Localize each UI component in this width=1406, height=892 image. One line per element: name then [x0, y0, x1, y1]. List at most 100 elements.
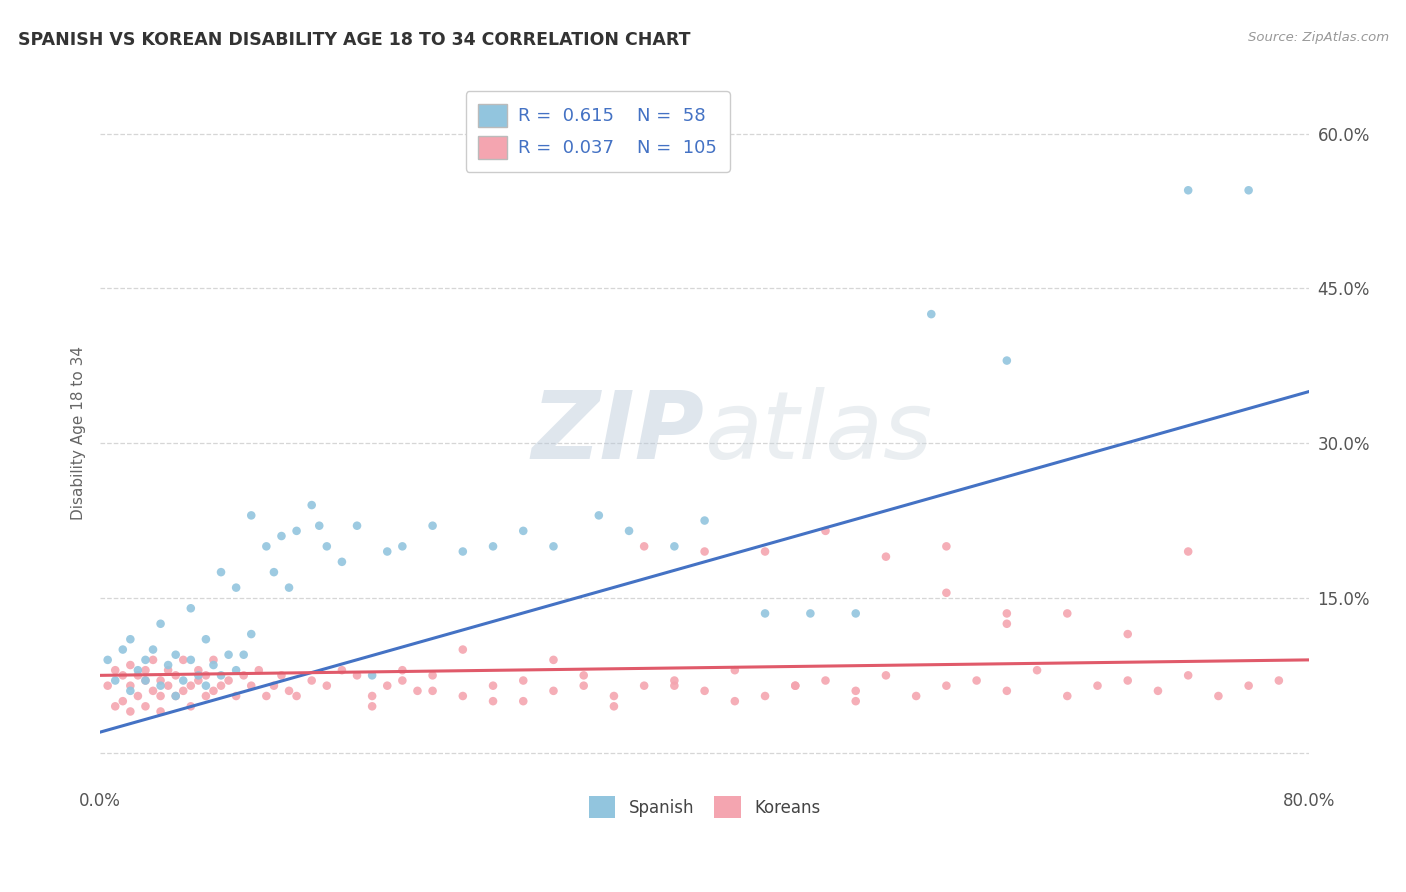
Point — [724, 694, 747, 708]
Point — [1056, 689, 1078, 703]
Point — [120, 658, 142, 673]
Point — [512, 694, 534, 708]
Text: SPANISH VS KOREAN DISABILITY AGE 18 TO 34 CORRELATION CHART: SPANISH VS KOREAN DISABILITY AGE 18 TO 3… — [18, 31, 690, 49]
Point — [165, 668, 187, 682]
Point — [301, 673, 323, 688]
Point — [194, 632, 217, 647]
Point — [995, 607, 1018, 621]
Point — [104, 699, 127, 714]
Point — [149, 689, 172, 703]
Point — [111, 642, 134, 657]
Point — [247, 663, 270, 677]
Point — [754, 544, 776, 558]
Point — [187, 673, 209, 688]
Point — [142, 642, 165, 657]
Point — [754, 689, 776, 703]
Point — [1237, 679, 1260, 693]
Point — [120, 632, 142, 647]
Point — [180, 679, 202, 693]
Point — [1147, 683, 1170, 698]
Point — [134, 653, 156, 667]
Point — [97, 679, 120, 693]
Point — [240, 508, 263, 523]
Point — [693, 514, 716, 528]
Point — [1087, 679, 1109, 693]
Point — [845, 683, 868, 698]
Text: Source: ZipAtlas.com: Source: ZipAtlas.com — [1249, 31, 1389, 45]
Point — [391, 673, 413, 688]
Point — [664, 679, 686, 693]
Point — [633, 679, 655, 693]
Point — [785, 679, 807, 693]
Point — [180, 653, 202, 667]
Point — [165, 648, 187, 662]
Point — [134, 673, 156, 688]
Point — [225, 689, 247, 703]
Point — [134, 699, 156, 714]
Point — [1116, 673, 1139, 688]
Point — [165, 689, 187, 703]
Point — [240, 627, 263, 641]
Point — [218, 673, 240, 688]
Point — [308, 518, 330, 533]
Point — [845, 694, 868, 708]
Point — [451, 642, 474, 657]
Point — [149, 679, 172, 693]
Point — [935, 679, 957, 693]
Point — [724, 663, 747, 677]
Point — [346, 518, 368, 533]
Point — [330, 555, 353, 569]
Point — [149, 616, 172, 631]
Point — [361, 699, 384, 714]
Point — [572, 668, 595, 682]
Point — [194, 679, 217, 693]
Point — [104, 673, 127, 688]
Point — [422, 518, 444, 533]
Point — [97, 653, 120, 667]
Point — [104, 663, 127, 677]
Point — [375, 679, 398, 693]
Point — [814, 524, 837, 538]
Point — [799, 607, 821, 621]
Point — [120, 679, 142, 693]
Point — [693, 683, 716, 698]
Point — [225, 581, 247, 595]
Point — [315, 539, 337, 553]
Point — [1237, 183, 1260, 197]
Point — [391, 663, 413, 677]
Point — [232, 648, 254, 662]
Point — [543, 653, 565, 667]
Point — [330, 663, 353, 677]
Point — [633, 539, 655, 553]
Point — [482, 539, 505, 553]
Point — [111, 694, 134, 708]
Point — [172, 683, 194, 698]
Point — [603, 689, 626, 703]
Point — [572, 679, 595, 693]
Point — [149, 705, 172, 719]
Point — [240, 679, 263, 693]
Point — [218, 648, 240, 662]
Point — [202, 653, 225, 667]
Point — [543, 539, 565, 553]
Point — [194, 668, 217, 682]
Point — [270, 529, 292, 543]
Point — [142, 683, 165, 698]
Point — [391, 539, 413, 553]
Point — [543, 683, 565, 698]
Point — [180, 601, 202, 615]
Point — [1026, 663, 1049, 677]
Point — [905, 689, 928, 703]
Point — [209, 668, 232, 682]
Point — [603, 699, 626, 714]
Point — [278, 683, 301, 698]
Point — [134, 663, 156, 677]
Point — [254, 689, 277, 703]
Point — [361, 668, 384, 682]
Point — [451, 544, 474, 558]
Point — [134, 673, 156, 688]
Point — [482, 679, 505, 693]
Point — [346, 668, 368, 682]
Point — [127, 663, 149, 677]
Point — [1177, 668, 1199, 682]
